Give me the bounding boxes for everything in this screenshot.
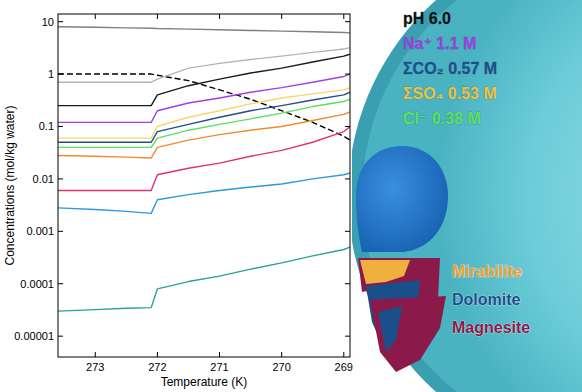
series-line — [58, 74, 350, 122]
y-tick-label: 0.01 — [33, 173, 54, 185]
y-tick-label: 0.001 — [26, 225, 54, 237]
y-tick — [58, 126, 63, 127]
mineral-label: Magnesite — [452, 319, 530, 336]
x-tick — [343, 352, 344, 357]
y-tick — [345, 74, 350, 75]
plot-frame — [58, 14, 350, 357]
y-tick — [58, 74, 63, 75]
y-tick — [58, 178, 63, 179]
illustration: pH 6.0 Na⁺ 1.1 M ΣCO₂ 0.57 M ΣSO₄ 0.53 M Cl⁻… — [348, 0, 582, 392]
x-tick-label: 271 — [210, 361, 228, 373]
series-line — [58, 92, 350, 142]
x-tick-label: 273 — [86, 361, 104, 373]
x-tick — [219, 352, 220, 357]
x-tick — [157, 14, 158, 19]
series-line — [58, 173, 350, 213]
series-line — [58, 126, 350, 190]
x-tick — [219, 14, 220, 19]
x-tick — [95, 352, 96, 357]
series-line — [58, 54, 350, 105]
composition-label: Na⁺ 1.1 M — [403, 35, 476, 52]
x-tick-label: 269 — [335, 361, 353, 373]
brine-pocket — [356, 146, 448, 252]
x-tick-label: 270 — [272, 361, 290, 373]
chart-background — [0, 0, 352, 392]
series-line — [58, 99, 350, 147]
mineral-label: Mirabilite — [452, 263, 522, 280]
series-line — [58, 74, 350, 140]
y-tick-label: 1 — [48, 68, 54, 80]
mineral-label: Dolomite — [452, 291, 521, 308]
x-tick — [281, 352, 282, 357]
chart: 0.00001 0.0001 0.001 0.01 0.1 1 10 273 272 271 270… — [3, 14, 353, 389]
x-axis-label: Temperature (K) — [161, 375, 248, 389]
y-tick — [345, 21, 350, 22]
mineral-layer — [360, 260, 410, 284]
x-tick — [281, 14, 282, 19]
y-axis-label: Concentrations (mol/kg water) — [3, 105, 17, 265]
canvas: pH 6.0 Na⁺ 1.1 M ΣCO₂ 0.57 M ΣSO₄ 0.53 M Cl⁻… — [0, 0, 582, 392]
y-tick — [345, 231, 350, 232]
y-tick — [345, 126, 350, 127]
y-tick — [345, 336, 350, 337]
series-line — [58, 48, 350, 83]
mineral-layer — [370, 296, 446, 372]
figure: pH 6.0 Na⁺ 1.1 M ΣCO₂ 0.57 M ΣSO₄ 0.53 M Cl⁻… — [0, 0, 582, 392]
y-tick-label: 10 — [42, 16, 54, 28]
y-tick — [345, 178, 350, 179]
x-tick-label: 272 — [148, 361, 166, 373]
y-tick — [58, 336, 63, 337]
series-group — [58, 27, 350, 311]
x-tick — [157, 352, 158, 357]
series-line — [58, 88, 350, 138]
composition-label: Cl⁻ 0.38 M — [403, 110, 481, 127]
y-tick — [58, 231, 63, 232]
composition-label: ΣSO₄ 0.53 M — [403, 85, 497, 102]
ocean-shell — [348, 0, 582, 392]
series-line — [58, 112, 350, 158]
y-tick — [58, 21, 63, 22]
x-tick — [343, 14, 344, 19]
composition-label: pH 6.0 — [403, 10, 451, 27]
y-tick — [345, 283, 350, 284]
mineral-layer — [378, 306, 402, 352]
y-tick-label: 0.00001 — [14, 330, 54, 342]
y-tick — [58, 283, 63, 284]
series-line — [58, 27, 350, 33]
y-tick-label: 0.0001 — [20, 278, 54, 290]
composition-label: ΣCO₂ 0.57 M — [403, 60, 497, 77]
y-tick-label: 0.1 — [39, 120, 54, 132]
x-tick — [95, 14, 96, 19]
series-line — [58, 247, 350, 311]
